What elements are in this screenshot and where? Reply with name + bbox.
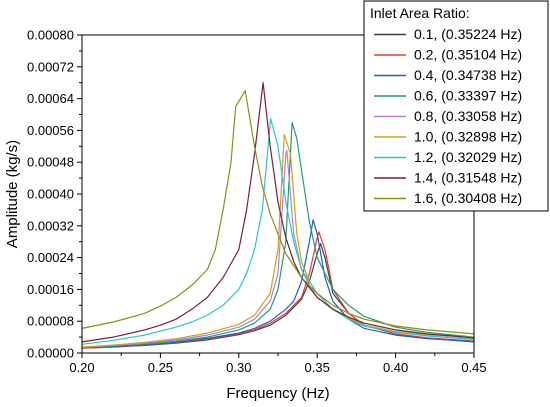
x-tick-label: 0.20 <box>69 360 94 375</box>
y-axis-title: Amplitude (kg/s) <box>4 140 21 248</box>
y-tick-label: 0.00016 <box>27 282 74 297</box>
legend-box <box>363 0 549 212</box>
series-line <box>81 121 475 348</box>
y-tick-label: 0.00048 <box>27 155 74 170</box>
y-tick-label: 0.00000 <box>27 346 74 361</box>
x-tick-label: 0.25 <box>148 360 173 375</box>
legend-entry: 1.2, (0.32029 Hz) <box>414 149 522 165</box>
x-tick-label: 0.35 <box>305 360 330 375</box>
plot-lines <box>81 82 475 349</box>
y-tick-label: 0.00040 <box>27 187 74 202</box>
x-tick-label: 0.45 <box>461 360 486 375</box>
y-tick-label: 0.00032 <box>27 218 74 233</box>
x-tick-label: 0.30 <box>226 360 251 375</box>
series-line <box>81 82 475 343</box>
legend-entry: 1.4, (0.31548 Hz) <box>414 170 522 186</box>
x-axis: 0.20 0.25 0.30 0.35 0.40 0.45 <box>69 353 487 375</box>
legend-entry: 0.1, (0.35224 Hz) <box>414 26 522 42</box>
y-tick-label: 0.00064 <box>27 91 74 106</box>
legend-entry: 0.8, (0.33058 Hz) <box>414 108 522 124</box>
y-tick-label: 0.00008 <box>27 314 74 329</box>
series-line <box>81 133 475 348</box>
y-tick-label: 0.00024 <box>27 250 74 265</box>
series-line <box>81 219 475 349</box>
x-axis-title: Frequency (Hz) <box>226 385 329 402</box>
legend-entry: 1.0, (0.32898 Hz) <box>414 129 522 145</box>
x-tick-label: 0.40 <box>383 360 408 375</box>
legend-entry: 0.2, (0.35104 Hz) <box>414 47 522 63</box>
series-line <box>81 90 475 335</box>
legend-title: Inlet Area Ratio: <box>370 5 470 21</box>
y-tick-label: 0.00056 <box>27 123 74 138</box>
series-line <box>81 117 475 345</box>
legend-entry: 0.6, (0.33397 Hz) <box>414 88 522 104</box>
legend: Inlet Area Ratio: 0.1, (0.35224 Hz) 0.2, … <box>363 0 549 212</box>
y-tick-label: 0.00080 <box>27 28 74 43</box>
y-axis: 0.00000 0.00008 0.00016 0.00024 0.00032 0.000… <box>27 28 82 361</box>
legend-entry: 0.4, (0.34738 Hz) <box>414 67 522 83</box>
y-tick-label: 0.00072 <box>27 59 74 74</box>
legend-entry: 1.6, (0.30408 Hz) <box>414 190 522 206</box>
